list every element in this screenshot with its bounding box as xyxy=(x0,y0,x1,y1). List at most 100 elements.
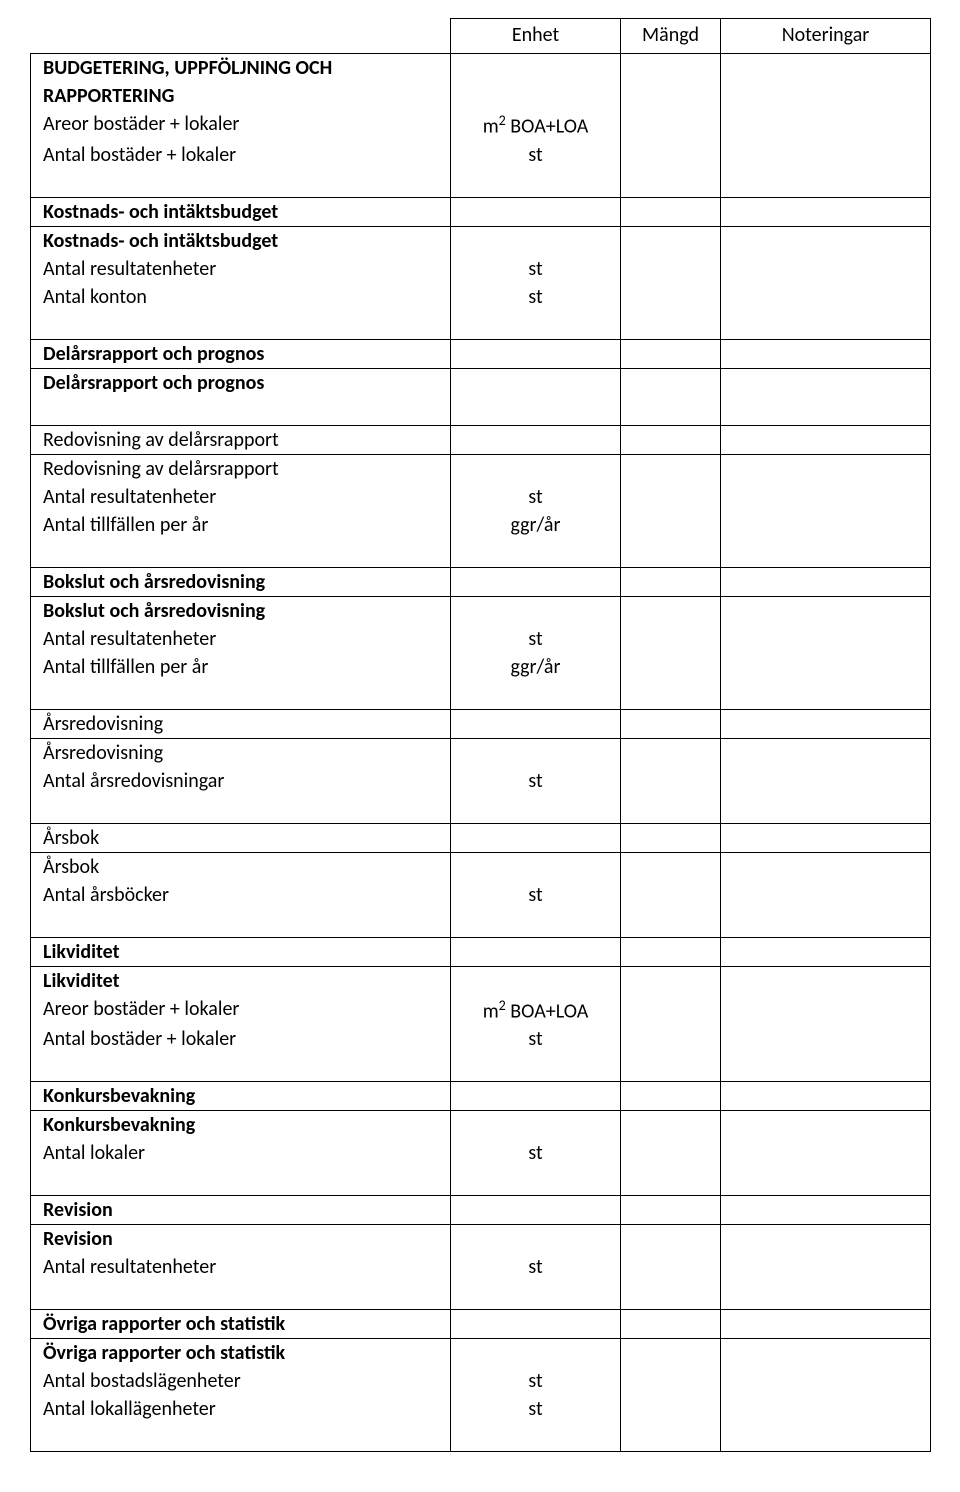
gap-qty xyxy=(621,1053,721,1081)
row-unit-text: ggr/år xyxy=(511,513,561,537)
unit-cell xyxy=(451,567,621,596)
gap-note xyxy=(721,681,931,709)
section-heading: Övriga rapporter och statistik xyxy=(31,1310,451,1339)
row-label: Antal konton xyxy=(31,283,451,311)
unit-cell xyxy=(451,1339,621,1368)
qty-cell xyxy=(621,738,721,767)
note-cell xyxy=(721,709,931,738)
table-row: Antal bostäder + lokaler st xyxy=(31,141,931,169)
row-note xyxy=(721,511,931,539)
row-label-text: Antal årsböcker xyxy=(43,883,169,907)
row-unit: m2 BOA+LOA xyxy=(451,995,621,1026)
row-note xyxy=(721,1367,931,1395)
row-label-text: Antal tillfällen per år xyxy=(43,655,208,679)
section-heading: Konkursbevakning xyxy=(31,1082,451,1111)
qty-cell xyxy=(621,937,721,966)
unit-cell xyxy=(451,54,621,83)
section-heading: Likviditet xyxy=(31,937,451,966)
row-label: Antal tillfällen per år xyxy=(31,511,451,539)
table-row: Antal resultatenheterst xyxy=(31,255,931,283)
gap-note xyxy=(721,1423,931,1451)
gap-qty xyxy=(621,169,721,197)
row-qty xyxy=(621,767,721,795)
row-qty xyxy=(621,1139,721,1167)
row-unit: st xyxy=(451,1253,621,1281)
row-note xyxy=(721,881,931,909)
gap-unit xyxy=(451,1423,621,1451)
note-cell xyxy=(721,1196,931,1225)
row-note xyxy=(721,283,931,311)
unit-cell xyxy=(451,966,621,995)
section-heading-text: Kostnads- och intäktsbudget xyxy=(43,229,278,253)
row-label-text: Antal lokallägenheter xyxy=(43,1397,216,1421)
row-qty xyxy=(621,625,721,653)
unit-cell xyxy=(451,596,621,625)
qty-cell xyxy=(621,226,721,255)
row-unit-text: st xyxy=(528,143,542,167)
row-note xyxy=(721,1395,931,1423)
gap-unit xyxy=(451,1167,621,1195)
row-unit-text: st xyxy=(528,1141,542,1165)
note-cell xyxy=(721,596,931,625)
note-cell xyxy=(721,1082,931,1111)
row-label: Areor bostäder + lokaler xyxy=(31,110,451,141)
row-label-text: Antal resultatenheter xyxy=(43,485,216,509)
note-cell xyxy=(721,852,931,881)
row-qty xyxy=(621,141,721,169)
table-row: Antal tillfällen per år ggr/år xyxy=(31,511,931,539)
row-label: Antal bostäder + lokaler xyxy=(31,141,451,169)
gap-note xyxy=(721,1281,931,1309)
section-heading: Övriga rapporter och statistik xyxy=(31,1339,451,1368)
qty-cell xyxy=(621,1225,721,1254)
row-qty xyxy=(621,1025,721,1053)
section-heading: Redovisning av delårsrapport xyxy=(31,425,451,454)
table-row: Areor bostäder + lokalerm2 BOA+LOA xyxy=(31,995,931,1026)
row-label-text: Antal lokaler xyxy=(43,1141,145,1165)
section-heading: Revision xyxy=(31,1196,451,1225)
row-unit-text: st xyxy=(528,1397,542,1421)
gap-note xyxy=(721,795,931,823)
row-unit: st xyxy=(451,1025,621,1053)
section-heading: Årsredovisning xyxy=(31,738,451,767)
qty-cell xyxy=(621,425,721,454)
row-qty xyxy=(621,1395,721,1423)
table-row: Antal resultatenheterst xyxy=(31,625,931,653)
gap-qty xyxy=(621,397,721,425)
row-label-text: Antal konton xyxy=(43,285,147,309)
col-header-unit: Enhet xyxy=(451,19,621,54)
section-heading: BUDGETERING, UPPFÖLJNING OCH xyxy=(31,54,451,83)
note-cell xyxy=(721,54,931,83)
col-header-note: Noteringar xyxy=(721,19,931,54)
gap-qty xyxy=(621,311,721,339)
qty-cell xyxy=(621,54,721,83)
section-heading-text: Konkursbevakning xyxy=(43,1113,195,1137)
row-unit-text: ggr/år xyxy=(511,655,561,679)
row-note xyxy=(721,141,931,169)
gap-label xyxy=(31,1167,451,1195)
table-row: Antal bostäder + lokalerst xyxy=(31,1025,931,1053)
row-label-text: Areor bostäder + lokaler xyxy=(43,112,239,136)
row-unit: ggr/år xyxy=(451,653,621,681)
gap-note xyxy=(721,311,931,339)
row-label-text: Antal resultatenheter xyxy=(43,257,216,281)
gap-unit xyxy=(451,397,621,425)
unit-cell xyxy=(451,937,621,966)
section-heading: Kostnads- och intäktsbudget xyxy=(31,197,451,226)
section-heading-text: Årsredovisning xyxy=(43,741,163,765)
row-unit: m2 BOA+LOA xyxy=(451,110,621,141)
col-header-qty: Mängd xyxy=(621,19,721,54)
gap-note xyxy=(721,1053,931,1081)
qty-cell xyxy=(621,1310,721,1339)
note-cell xyxy=(721,339,931,368)
unit-cell xyxy=(451,425,621,454)
row-label: Antal lokallägenheter xyxy=(31,1395,451,1423)
section-heading-text: Delårsrapport och prognos xyxy=(43,342,264,366)
sep xyxy=(451,1451,621,1452)
row-unit-text: st xyxy=(528,485,542,509)
unit-cell xyxy=(451,454,621,483)
row-unit: st xyxy=(451,1367,621,1395)
note-cell xyxy=(721,567,931,596)
section-heading-text: Årsbok xyxy=(43,855,99,879)
table-row: Antal årsredovisningarst xyxy=(31,767,931,795)
row-label: Antal resultatenheter xyxy=(31,483,451,511)
